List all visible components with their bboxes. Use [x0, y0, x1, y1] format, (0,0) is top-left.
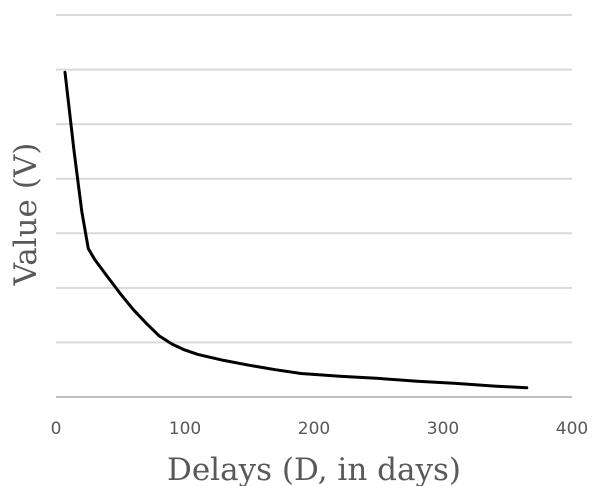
x-tick-label: 100	[169, 419, 201, 439]
x-tick-label: 0	[51, 419, 62, 439]
x-tick-label: 300	[427, 419, 459, 439]
x-tick-label: 200	[298, 419, 330, 439]
y-axis-title: Value (V)	[8, 143, 44, 287]
x-axis: 0 100 200 300 400	[51, 396, 588, 439]
series	[63, 70, 529, 390]
x-tick-label: 400	[556, 419, 588, 439]
gridlines	[56, 14, 572, 344]
series-line	[63, 70, 529, 390]
x-axis-title: Delays (D, in days)	[167, 452, 461, 486]
